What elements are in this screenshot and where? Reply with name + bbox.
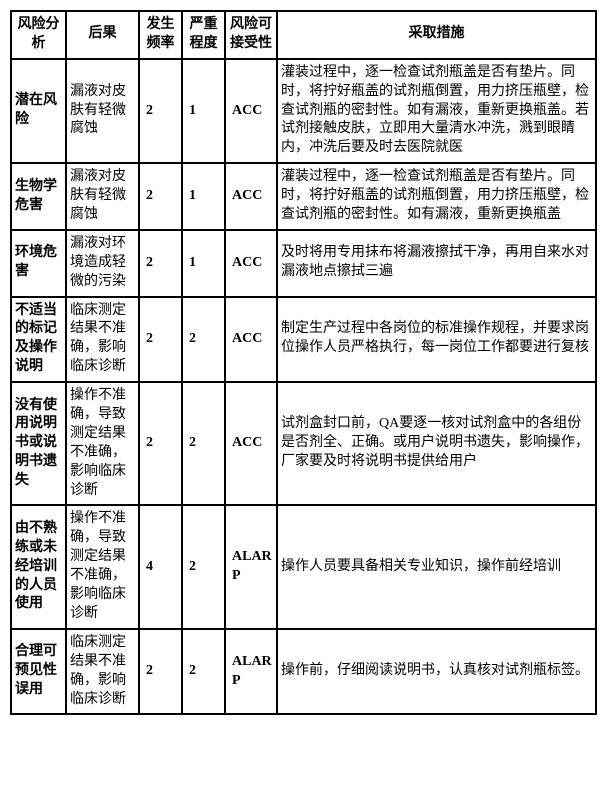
cell-acceptability: ACC [225, 163, 277, 230]
table-row: 不适当的标记及操作说明临床测定结果不准确，影响临床诊断22ACC制定生产过程中各… [11, 297, 596, 383]
table-header-row: 风险分析 后果 发生频率 严重程度 风险可接受性 采取措施 [11, 11, 596, 59]
cell-measure: 操作前，仔细阅读说明书，认真核对试剂瓶标签。 [277, 629, 596, 715]
cell-acceptability: ALARP [225, 629, 277, 715]
cell-risk-category: 生物学危害 [11, 163, 66, 230]
cell-measure: 操作人员要具备相关专业知识，操作前经培训 [277, 505, 596, 628]
cell-risk-category: 不适当的标记及操作说明 [11, 297, 66, 383]
cell-consequence: 临床测定结果不准确，影响临床诊断 [66, 297, 139, 383]
header-severity: 严重程度 [182, 11, 225, 59]
table-row: 潜在风险漏液对皮肤有轻微腐蚀21ACC灌装过程中，逐一检查试剂瓶盖是否有垫片。同… [11, 59, 596, 163]
cell-severity: 1 [182, 59, 225, 163]
cell-acceptability: ACC [225, 59, 277, 163]
cell-measure: 制定生产过程中各岗位的标准操作规程，并要求岗位操作人员严格执行，每一岗位工作都要… [277, 297, 596, 383]
table-row: 环境危害漏液对环境造成轻微的污染21ACC及时将用专用抹布将漏液擦拭干净，再用自… [11, 230, 596, 297]
cell-risk-category: 合理可预见性误用 [11, 629, 66, 715]
table-row: 合理可预见性误用临床测定结果不准确，影响临床诊断22ALARP操作前，仔细阅读说… [11, 629, 596, 715]
cell-consequence: 漏液对皮肤有轻微腐蚀 [66, 59, 139, 163]
table-row: 没有使用说明书或说明书遗失操作不准确，导致测定结果不准确，影响临床诊断22ACC… [11, 382, 596, 505]
cell-frequency: 2 [139, 163, 182, 230]
cell-severity: 2 [182, 629, 225, 715]
header-acceptability: 风险可接受性 [225, 11, 277, 59]
cell-frequency: 4 [139, 505, 182, 628]
risk-analysis-table: 风险分析 后果 发生频率 严重程度 风险可接受性 采取措施 潜在风险漏液对皮肤有… [10, 10, 597, 715]
cell-frequency: 2 [139, 629, 182, 715]
cell-severity: 1 [182, 163, 225, 230]
cell-frequency: 2 [139, 59, 182, 163]
header-frequency: 发生频率 [139, 11, 182, 59]
cell-risk-category: 由不熟练或未经培训的人员使用 [11, 505, 66, 628]
cell-consequence: 漏液对环境造成轻微的污染 [66, 230, 139, 297]
cell-severity: 2 [182, 297, 225, 383]
cell-measure: 灌装过程中，逐一检查试剂瓶盖是否有垫片。同时，将拧好瓶盖的试剂瓶倒置，用力挤压瓶… [277, 59, 596, 163]
cell-severity: 2 [182, 382, 225, 505]
cell-frequency: 2 [139, 230, 182, 297]
cell-consequence: 操作不准确，导致测定结果不准确，影响临床诊断 [66, 382, 139, 505]
cell-risk-category: 没有使用说明书或说明书遗失 [11, 382, 66, 505]
cell-severity: 1 [182, 230, 225, 297]
table-row: 生物学危害漏液对皮肤有轻微腐蚀21ACC灌装过程中，逐一检查试剂瓶盖是否有垫片。… [11, 163, 596, 230]
cell-severity: 2 [182, 505, 225, 628]
cell-risk-category: 潜在风险 [11, 59, 66, 163]
cell-acceptability: ALARP [225, 505, 277, 628]
cell-risk-category: 环境危害 [11, 230, 66, 297]
header-consequence: 后果 [66, 11, 139, 59]
header-risk-analysis: 风险分析 [11, 11, 66, 59]
cell-frequency: 2 [139, 297, 182, 383]
cell-consequence: 漏液对皮肤有轻微腐蚀 [66, 163, 139, 230]
cell-measure: 灌装过程中，逐一检查试剂瓶盖是否有垫片。同时，将拧好瓶盖的试剂瓶倒置，用力挤压瓶… [277, 163, 596, 230]
header-measures: 采取措施 [277, 11, 596, 59]
cell-measure: 及时将用专用抹布将漏液擦拭干净，再用自来水对漏液地点擦拭三遍 [277, 230, 596, 297]
cell-consequence: 临床测定结果不准确，影响临床诊断 [66, 629, 139, 715]
cell-measure: 试剂盒封口前，QA要逐一核对试剂盒中的各组份是否剂全、正确。或用户说明书遗失，影… [277, 382, 596, 505]
table-row: 由不熟练或未经培训的人员使用操作不准确，导致测定结果不准确，影响临床诊断42AL… [11, 505, 596, 628]
cell-acceptability: ACC [225, 382, 277, 505]
cell-consequence: 操作不准确，导致测定结果不准确，影响临床诊断 [66, 505, 139, 628]
cell-acceptability: ACC [225, 230, 277, 297]
cell-acceptability: ACC [225, 297, 277, 383]
cell-frequency: 2 [139, 382, 182, 505]
